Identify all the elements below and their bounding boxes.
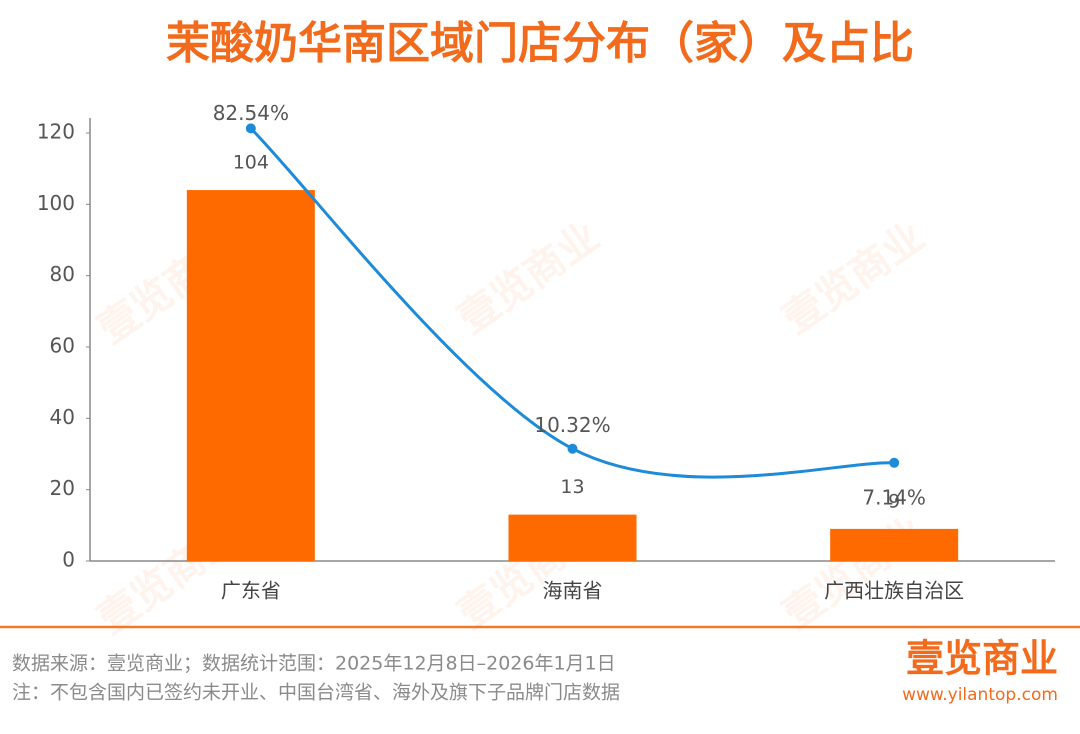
y-tick-label: 100 xyxy=(37,191,75,215)
bar xyxy=(186,190,315,562)
chart-title: 茉酸奶华南区域门店分布（家）及占比 xyxy=(166,18,914,69)
y-tick-label: 0 xyxy=(62,548,75,572)
footer-note: 注：不包含国内已签约未开业、中国台湾省、海外及旗下子品牌门店数据 xyxy=(12,682,620,704)
watermark: 壹览商业 xyxy=(775,509,932,638)
logo-url: www.yilantop.com xyxy=(902,685,1058,705)
y-tick-label: 20 xyxy=(50,476,75,500)
line-value-label: 10.32% xyxy=(534,413,610,437)
y-tick-label: 40 xyxy=(50,405,75,429)
x-tick-label: 广西壮族自治区 xyxy=(824,579,964,603)
logo-name: 壹览商业 xyxy=(906,637,1058,681)
bar xyxy=(508,514,637,561)
line-value-label: 7.14% xyxy=(862,485,926,509)
line-value-label: 82.54% xyxy=(213,101,289,125)
line-point xyxy=(245,123,256,134)
watermark: 壹览商业 xyxy=(450,214,607,343)
y-tick-label: 60 xyxy=(50,334,75,358)
x-tick-label: 广东省 xyxy=(221,579,281,603)
line-point xyxy=(889,457,900,468)
line-point xyxy=(567,443,578,454)
watermark: 壹览商业 xyxy=(775,214,932,343)
y-tick-label: 80 xyxy=(50,262,75,286)
line xyxy=(249,127,895,479)
y-tick-label: 120 xyxy=(37,120,75,144)
bar-value-label: 104 xyxy=(233,152,269,174)
x-tick-label: 海南省 xyxy=(543,579,603,603)
bar-value-label: 9 xyxy=(888,490,900,512)
footer-source: 数据来源：壹览商业；数据统计范围：2025年12月8日–2026年1月1日 xyxy=(12,653,616,675)
bar xyxy=(830,528,959,561)
bar-value-label: 13 xyxy=(560,476,584,498)
